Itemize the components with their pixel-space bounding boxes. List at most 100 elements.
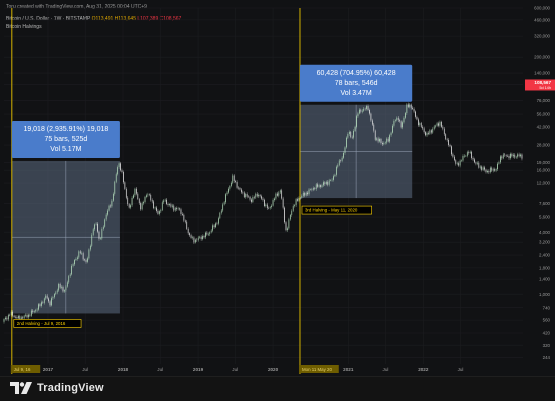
candle-body xyxy=(485,169,487,173)
y-axis: 600,000 460,000 320,000 200,000 140,000 108,5… xyxy=(534,6,550,360)
candle-body xyxy=(318,185,320,187)
candle-body xyxy=(23,315,25,319)
candle-body xyxy=(226,192,228,195)
candle-body xyxy=(323,182,324,186)
price-chart[interactable]: 600,000 460,000 320,000 200,000 140,000 108,5… xyxy=(0,0,555,376)
candle-body xyxy=(98,231,100,239)
candle-body xyxy=(300,197,301,199)
candle-body xyxy=(301,195,303,198)
candle-body xyxy=(510,153,511,159)
candle-body xyxy=(71,265,72,275)
measure-label-line1: 19,018 (2,935.91%) 19,018 xyxy=(23,126,108,133)
candle-body xyxy=(439,121,441,126)
candle-body xyxy=(33,311,35,313)
candle-body xyxy=(92,229,94,235)
candle-body xyxy=(305,192,307,196)
candle-body xyxy=(495,169,497,171)
candle-body xyxy=(251,199,252,202)
candle-body xyxy=(48,298,49,302)
candle-body xyxy=(430,130,432,133)
candle-body xyxy=(138,199,140,204)
candle-body xyxy=(423,128,425,133)
candle-body xyxy=(78,251,80,258)
candle-body xyxy=(222,204,224,211)
candle-body xyxy=(374,130,376,140)
candle-body xyxy=(182,213,183,215)
candle-body xyxy=(117,167,119,175)
candle-body xyxy=(307,192,308,195)
candle-body xyxy=(140,203,142,210)
candle-body xyxy=(173,205,175,211)
candle-body xyxy=(82,253,84,260)
candle-body xyxy=(111,200,113,207)
candle-body xyxy=(154,207,156,209)
candle-body xyxy=(238,187,239,189)
candle-body xyxy=(74,260,75,265)
candle-body xyxy=(29,314,31,316)
candle-body xyxy=(157,210,159,214)
x-tick-highlight xyxy=(10,365,41,373)
candle-body xyxy=(254,196,255,198)
candle-body xyxy=(487,171,488,173)
candle-body xyxy=(197,237,199,241)
candle-body xyxy=(436,123,438,126)
candle-body xyxy=(395,120,396,121)
candle-body xyxy=(19,315,21,320)
candle-body xyxy=(287,228,288,231)
y-tick-label: 244 xyxy=(543,355,551,360)
candle-body xyxy=(281,190,283,199)
candle-body xyxy=(320,185,321,187)
measure-label-box xyxy=(299,64,413,102)
candle-body xyxy=(507,155,508,157)
candle-body xyxy=(327,181,329,185)
candle-body xyxy=(298,197,300,201)
candle-body xyxy=(174,208,176,211)
candle-body xyxy=(223,202,225,205)
candle-body xyxy=(193,237,195,243)
candle-body xyxy=(183,214,185,221)
candle-body xyxy=(118,163,120,168)
candle-body xyxy=(243,192,245,198)
candle-body xyxy=(274,198,275,201)
candle-body xyxy=(438,123,439,126)
candle-body xyxy=(504,154,506,156)
y-tick-label: 1,000 xyxy=(539,292,551,297)
candle-body xyxy=(156,207,157,211)
candle-body xyxy=(285,222,287,231)
candle-body xyxy=(468,152,470,153)
candle-body xyxy=(26,314,28,318)
candle-body xyxy=(41,302,42,306)
candle-body xyxy=(114,181,116,194)
candle-body xyxy=(81,253,83,254)
candle-body xyxy=(409,104,411,107)
candle-body xyxy=(364,108,366,110)
candle-body xyxy=(200,236,202,240)
candle-body xyxy=(266,204,268,209)
candle-body xyxy=(120,163,121,171)
candle-body xyxy=(383,142,385,145)
candle-body xyxy=(184,220,186,222)
candle-body xyxy=(16,316,18,319)
y-tick-label: 460,000 xyxy=(534,17,550,22)
candle-body xyxy=(167,204,169,206)
candle-body xyxy=(449,145,451,147)
candle-body xyxy=(462,155,464,161)
candle-body xyxy=(39,304,41,306)
measure-label-line3: Vol 5.17M xyxy=(50,146,81,153)
price-tag-value: 108,567 xyxy=(534,80,551,85)
indicator-legend: Bitcoin Halvings xyxy=(6,24,42,30)
candle-body xyxy=(429,130,431,134)
candle-body xyxy=(28,314,29,318)
candle-body xyxy=(97,223,98,232)
x-tick-label: Jul 9, 16 xyxy=(14,367,31,372)
candle-body xyxy=(265,204,267,206)
footer-bar: TradingView xyxy=(0,376,555,401)
candle-body xyxy=(202,236,203,240)
candle-body xyxy=(360,109,362,112)
candle-body xyxy=(89,245,91,250)
candle-body xyxy=(351,137,353,138)
y-tick-label: 16,000 xyxy=(537,168,551,173)
measure-label-line3: Vol 3.47M xyxy=(341,90,372,97)
y-tick-label: 1,400 xyxy=(539,277,551,282)
